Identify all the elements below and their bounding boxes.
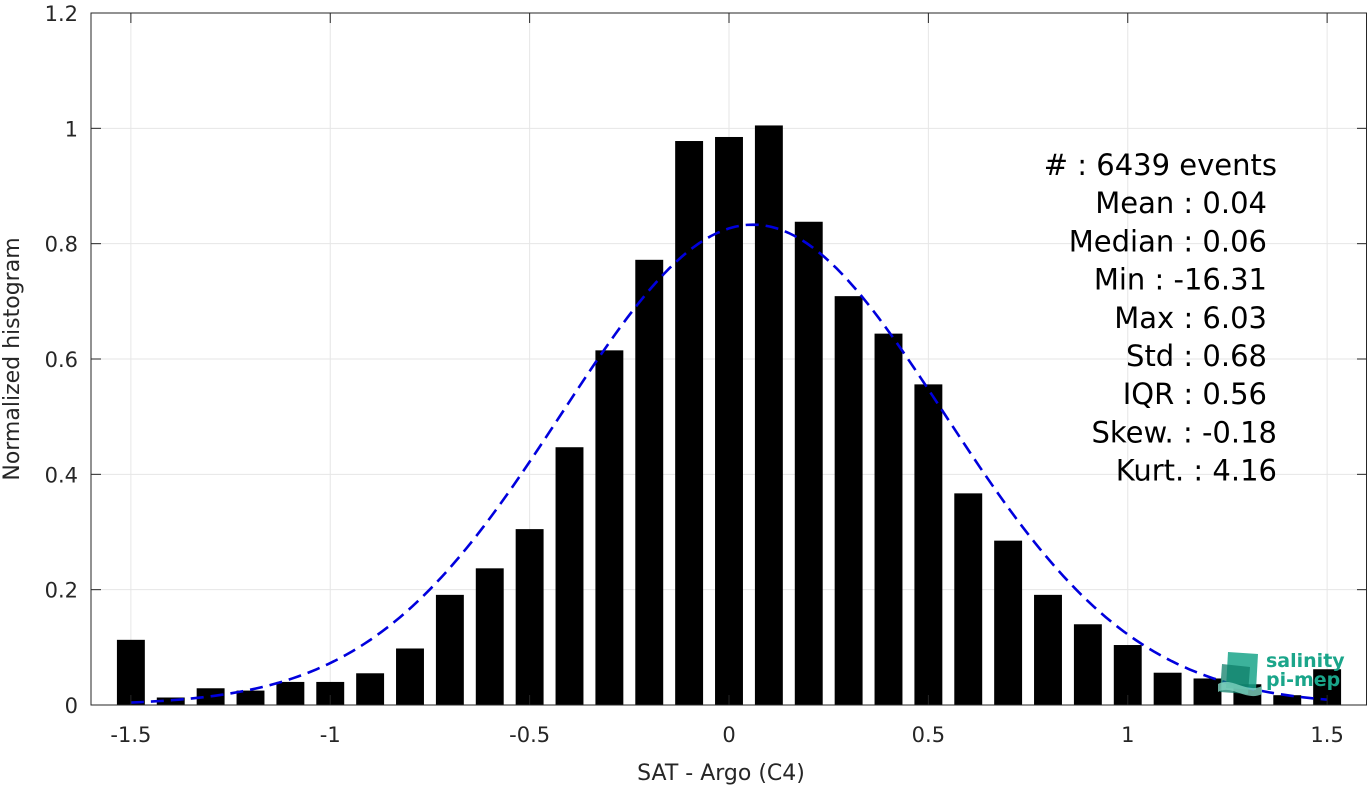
y-tick-label: 1.2 [45, 2, 78, 26]
histogram-bar [236, 690, 265, 705]
histogram-bar [914, 384, 943, 705]
histogram-bar [715, 136, 743, 705]
logo-text-pi-mep: pi-mep [1266, 669, 1340, 691]
histogram-bar [1273, 695, 1302, 705]
histogram-bar [396, 648, 424, 705]
y-tick-label: 0.2 [45, 579, 78, 603]
histogram-bar [1153, 672, 1182, 705]
x-tick-label: -1 [320, 723, 341, 747]
stats-line: Std : 0.68 [1126, 339, 1267, 373]
histogram-bars [116, 125, 1342, 705]
histogram-bar [435, 594, 464, 705]
x-axis-label: SAT - Argo (C4) [637, 761, 805, 786]
histogram-bar [874, 333, 903, 705]
histogram-bar [954, 493, 983, 705]
x-tick-label: -0.5 [509, 723, 550, 747]
histogram-bar [1034, 594, 1062, 705]
histogram-bar [675, 141, 704, 705]
stats-line: Skew. : -0.18 [1091, 415, 1277, 449]
histogram-bar [196, 688, 225, 705]
statistics-annotation: # : 6439 events Mean : 0.04 Median : 0.06 M… [1044, 148, 1277, 488]
histogram-bar [635, 259, 664, 705]
histogram-bar [316, 681, 345, 705]
histogram-bar [555, 447, 584, 705]
histogram-bar [754, 125, 783, 705]
x-tick-label: 1.5 [1310, 723, 1343, 747]
histogram-bar [356, 673, 385, 705]
y-tick-label: 0 [65, 694, 78, 718]
x-tick-label: -1.5 [110, 723, 151, 747]
logo-emblem-icon [1218, 652, 1262, 697]
x-tick-label: 0.5 [912, 723, 945, 747]
axis-ticks: -1.5 -1 -0.5 0 0.5 1 1.5 0 0.2 0.4 0.6 0.8 1 1.2 [45, 2, 1367, 747]
y-tick-label: 1 [65, 117, 78, 141]
x-tick-label: 1 [1121, 723, 1134, 747]
histogram-bar [794, 221, 823, 705]
histogram-bar [834, 296, 863, 705]
histogram-bar [515, 529, 544, 705]
histogram-bar [1193, 678, 1222, 705]
histogram-bar [475, 568, 504, 705]
logo-text-salinity: salinity [1266, 650, 1345, 672]
histogram-bar [994, 540, 1023, 705]
y-axis-label: Normalized histogram [0, 237, 25, 480]
y-tick-label: 0.8 [45, 233, 78, 257]
histogram-bar [156, 697, 185, 705]
histogram-bar [276, 681, 305, 705]
y-tick-label: 0.4 [45, 463, 78, 487]
histogram-bar [1073, 624, 1102, 705]
stats-line: # : 6439 events [1044, 148, 1277, 182]
stats-line: Median : 0.06 [1069, 224, 1267, 258]
stats-line: IQR : 0.56 [1123, 377, 1267, 411]
stats-line: Max : 6.03 [1114, 301, 1267, 335]
salinity-pi-mep-logo: salinity pi-mep [1218, 650, 1345, 697]
stats-line: Min : -16.31 [1094, 263, 1267, 297]
histogram-bar [116, 639, 145, 705]
stats-line: Mean : 0.04 [1095, 186, 1267, 220]
x-tick-label: 0 [722, 723, 735, 747]
y-tick-label: 0.6 [45, 348, 78, 372]
histogram-bar [595, 350, 624, 705]
gaussian-fit-curve [130, 223, 1328, 704]
stats-line: Kurt. : 4.16 [1116, 454, 1277, 488]
